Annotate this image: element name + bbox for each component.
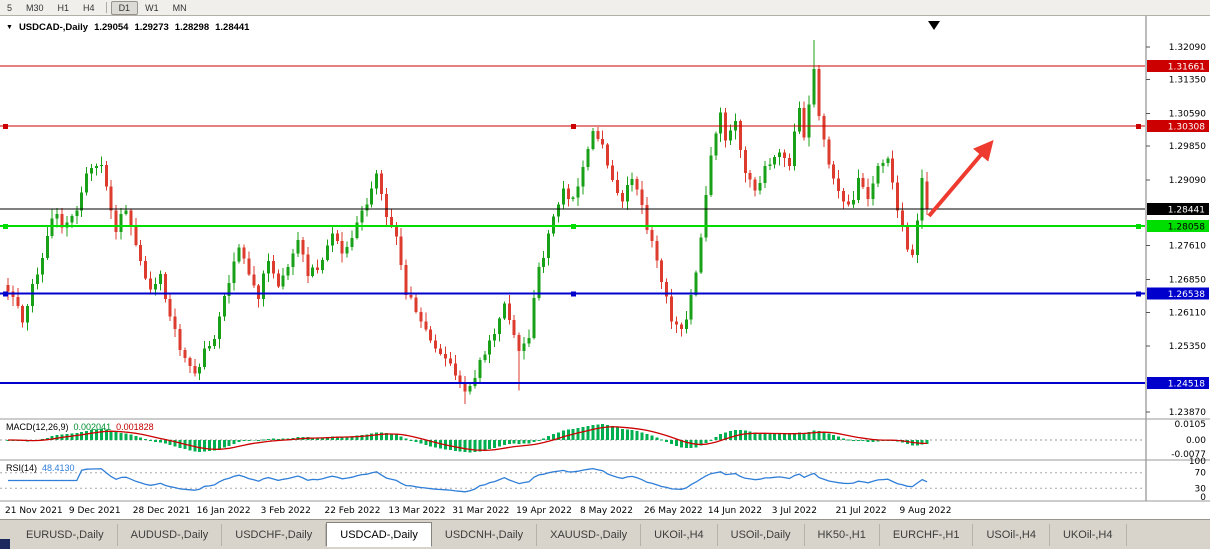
svg-text:1.29850: 1.29850: [1169, 142, 1206, 152]
svg-text:21 Jul 2022: 21 Jul 2022: [836, 506, 887, 516]
svg-text:9 Dec 2021: 9 Dec 2021: [69, 506, 121, 516]
svg-text:1.32090: 1.32090: [1169, 43, 1206, 53]
svg-text:31 Mar 2022: 31 Mar 2022: [452, 506, 509, 516]
svg-text:1.26110: 1.26110: [1169, 308, 1206, 318]
svg-text:30: 30: [1195, 484, 1207, 494]
tabbar-corner-icon: [0, 539, 10, 549]
timeframe-button-mn[interactable]: MN: [172, 2, 187, 13]
svg-text:70: 70: [1195, 469, 1207, 479]
svg-text:16 Jan 2022: 16 Jan 2022: [197, 506, 251, 516]
chart-tab-usdcad-daily[interactable]: USDCAD-,Daily: [326, 522, 432, 547]
svg-text:13 Mar 2022: 13 Mar 2022: [388, 506, 445, 516]
chart-tab-ukoil-h4[interactable]: UKOil-,H4: [641, 524, 718, 546]
svg-text:1.31350: 1.31350: [1169, 76, 1206, 86]
svg-text:19 Apr 2022: 19 Apr 2022: [516, 506, 572, 516]
timeframe-button-5[interactable]: 5: [7, 2, 13, 13]
svg-text:28 Dec 2021: 28 Dec 2021: [133, 506, 191, 516]
svg-text:1.26850: 1.26850: [1169, 275, 1206, 285]
chart-tab-usdcnh-daily[interactable]: USDCNH-,Daily: [432, 524, 538, 546]
chart-tab-xauusd-daily[interactable]: XAUUSD-,Daily: [537, 524, 642, 546]
chart-tab-usdchf-daily[interactable]: USDCHF-,Daily: [222, 524, 327, 546]
svg-text:0.00: 0.00: [1186, 436, 1206, 446]
svg-text:9 Aug 2022: 9 Aug 2022: [900, 506, 952, 516]
svg-text:21 Nov 2021: 21 Nov 2021: [5, 506, 63, 516]
timeframe-button-d1[interactable]: D1: [110, 0, 139, 15]
svg-text:22 Feb 2022: 22 Feb 2022: [324, 506, 380, 516]
chart-tab-eurusd-daily[interactable]: EURUSD-,Daily: [13, 524, 118, 546]
chart-tab-ukoil-h4[interactable]: UKOil-,H4: [1050, 524, 1127, 546]
chart-tabs-bar: EURUSD-,Daily AUDUSD-,Daily USDCHF-,Daily U…: [0, 519, 1210, 549]
chart-tab-hk50-h1[interactable]: HK50-,H1: [805, 524, 880, 546]
chart-tab-audusd-daily[interactable]: AUDUSD-,Daily: [118, 524, 223, 546]
timeframe-button-h4[interactable]: H4: [83, 2, 95, 13]
svg-text:1.30308: 1.30308: [1168, 122, 1205, 132]
svg-text:26 May 2022: 26 May 2022: [644, 506, 703, 516]
svg-text:1.23870: 1.23870: [1169, 408, 1206, 418]
svg-text:1.28441: 1.28441: [1168, 205, 1205, 215]
svg-text:3 Feb 2022: 3 Feb 2022: [261, 506, 311, 516]
svg-text:-0.0077: -0.0077: [1171, 450, 1206, 460]
chart-tab-usoil-daily[interactable]: USOil-,Daily: [718, 524, 805, 546]
svg-text:100: 100: [1189, 457, 1206, 467]
toolbar-separator: [105, 2, 107, 13]
timeframe-button-m30[interactable]: M30: [26, 2, 44, 13]
svg-text:1.31661: 1.31661: [1168, 62, 1205, 72]
svg-text:14 Jun 2022: 14 Jun 2022: [708, 506, 762, 516]
svg-text:1.28058: 1.28058: [1168, 222, 1205, 232]
price-chart-canvas[interactable]: 1.32090 1.31350 1.30590 1.29850 1.29090 1.276…: [0, 16, 1210, 519]
svg-text:0.0105: 0.0105: [1175, 420, 1207, 430]
timeframe-toolbar: 5 M30 H1 H4 D1 W1 MN: [0, 0, 1210, 16]
svg-text:1.29090: 1.29090: [1169, 176, 1206, 186]
svg-text:8 May 2022: 8 May 2022: [580, 506, 633, 516]
svg-text:1.25350: 1.25350: [1169, 342, 1206, 352]
svg-text:1.26538: 1.26538: [1168, 290, 1205, 300]
svg-text:1.30590: 1.30590: [1169, 109, 1206, 119]
svg-text:0: 0: [1200, 493, 1206, 503]
timeframe-button-h1[interactable]: H1: [57, 2, 70, 13]
chart-tab-usoil-h4[interactable]: USOil-,H4: [973, 524, 1050, 546]
svg-text:1.24518: 1.24518: [1168, 380, 1205, 390]
timeframe-button-w1[interactable]: W1: [145, 2, 159, 13]
svg-text:1.27610: 1.27610: [1169, 242, 1206, 252]
svg-text:3 Jul 2022: 3 Jul 2022: [772, 506, 817, 516]
chart-tab-eurchf-h1[interactable]: EURCHF-,H1: [880, 524, 974, 546]
chart-area[interactable]: 1.32090 1.31350 1.30590 1.29850 1.29090 1.276…: [0, 16, 1210, 519]
